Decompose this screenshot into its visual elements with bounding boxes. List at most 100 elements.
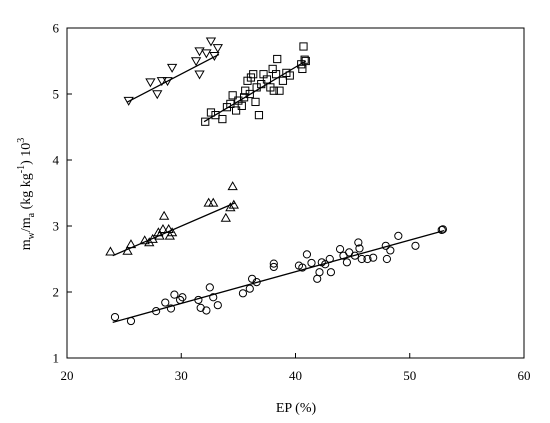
triangle-down-point — [194, 70, 205, 80]
triangle-down-point — [201, 49, 212, 59]
triangle-up-point — [203, 197, 214, 207]
circle-point — [411, 241, 420, 250]
square-point — [218, 114, 227, 124]
square-point — [299, 42, 308, 51]
triangle-up-point — [105, 246, 116, 256]
circle-point — [126, 316, 136, 326]
y-axis-title-units: (kg kg — [19, 173, 34, 213]
triangle-up-point — [122, 245, 133, 255]
triangle-up-point — [157, 223, 169, 233]
square-point — [269, 86, 278, 95]
triangle-up-point — [228, 199, 239, 209]
triangle-up-point — [208, 197, 219, 207]
circle-point — [438, 225, 447, 234]
circle-point — [325, 254, 334, 264]
circle-point — [355, 244, 364, 253]
triangle-down-point — [209, 52, 220, 62]
circle-point — [238, 289, 248, 298]
circle-point — [161, 298, 170, 307]
circle-point — [335, 245, 345, 254]
y-axis-title-sub-w: w — [26, 231, 37, 239]
circle-point — [357, 254, 366, 264]
circle-point — [321, 260, 330, 269]
circle-point — [178, 293, 187, 302]
circle-fit-line — [112, 229, 445, 323]
circle-point — [269, 259, 278, 268]
x-axis-ticks: 20 30 40 50 60 — [61, 353, 531, 383]
circle-point — [170, 290, 179, 299]
triangle-up-point — [163, 223, 174, 233]
y-axis-title-sub-a: a — [26, 212, 37, 217]
square-point — [231, 106, 241, 115]
y-axis-title-tail: ) 10 — [19, 143, 34, 165]
triangle-up-point — [125, 239, 137, 249]
circle-point — [315, 268, 324, 277]
y-tick-label: 4 — [53, 153, 60, 168]
circle-point — [205, 283, 214, 292]
square-point — [245, 89, 254, 99]
circle-point — [369, 253, 378, 262]
y-axis-title-sup3: 3 — [16, 138, 27, 143]
triangle-down-point — [194, 47, 205, 57]
x-tick-label: 50 — [403, 368, 416, 383]
triangle-down-point — [166, 63, 178, 73]
circle-point — [209, 293, 218, 302]
circle-point — [307, 258, 316, 268]
triangle-up-point — [166, 227, 178, 237]
y-tick-label: 5 — [53, 87, 60, 102]
circle-point — [110, 312, 120, 322]
square-point — [300, 55, 309, 64]
triangle-up-point — [154, 230, 165, 240]
circle-point — [269, 262, 278, 272]
triangle-down-point — [205, 37, 217, 47]
triangle-down-point — [145, 78, 156, 88]
square-point — [262, 75, 272, 84]
y-tick-label: 3 — [53, 219, 60, 234]
square-point — [271, 70, 281, 79]
square-point — [251, 97, 260, 107]
square-point — [201, 117, 210, 126]
triangle-up-fit-line — [112, 202, 236, 257]
y-axis-title: mw/ma (kg kg-1) 103 — [16, 138, 37, 251]
square-point — [285, 71, 294, 80]
circle-point — [381, 241, 390, 250]
circle-point — [437, 225, 446, 235]
circle-point — [213, 301, 222, 310]
triangle-down-fit-line — [127, 53, 220, 103]
triangle-down-point — [156, 77, 167, 87]
square-point — [249, 70, 258, 79]
square-point — [206, 108, 216, 117]
triangle-up-point — [225, 202, 236, 212]
circle-point — [302, 250, 312, 259]
triangle-down-point — [123, 96, 134, 106]
circle-point — [354, 238, 363, 247]
y-axis-title-slash: /m — [19, 217, 34, 232]
triangle-down-point — [162, 77, 173, 87]
square-point — [298, 64, 307, 74]
triangle-up-point — [158, 210, 170, 220]
circle-point — [176, 295, 185, 305]
y-tick-label: 1 — [53, 351, 60, 366]
y-tick-label: 2 — [53, 285, 60, 300]
y-axis-title-sup: -1 — [16, 165, 27, 173]
circle-point — [326, 268, 336, 277]
circle-point — [166, 304, 176, 313]
plot-area-border — [66, 27, 525, 359]
square-point — [228, 91, 237, 100]
square-point — [226, 99, 235, 109]
y-axis-ticks: 1 2 3 4 5 6 — [53, 21, 72, 366]
y-axis-title-m: m — [19, 239, 34, 250]
circle-point — [194, 295, 203, 305]
triangle-down-point — [190, 57, 202, 67]
circle-point — [382, 254, 391, 264]
triangle-up-point — [139, 235, 150, 245]
y-tick-label: 6 — [53, 21, 60, 36]
plot-frame — [66, 27, 525, 359]
circle-point — [386, 246, 395, 255]
x-tick-label: 60 — [518, 368, 531, 383]
triangle-up-point — [220, 212, 231, 222]
circle-point — [202, 306, 211, 315]
circle-point — [342, 258, 352, 267]
circle-point — [298, 263, 307, 272]
